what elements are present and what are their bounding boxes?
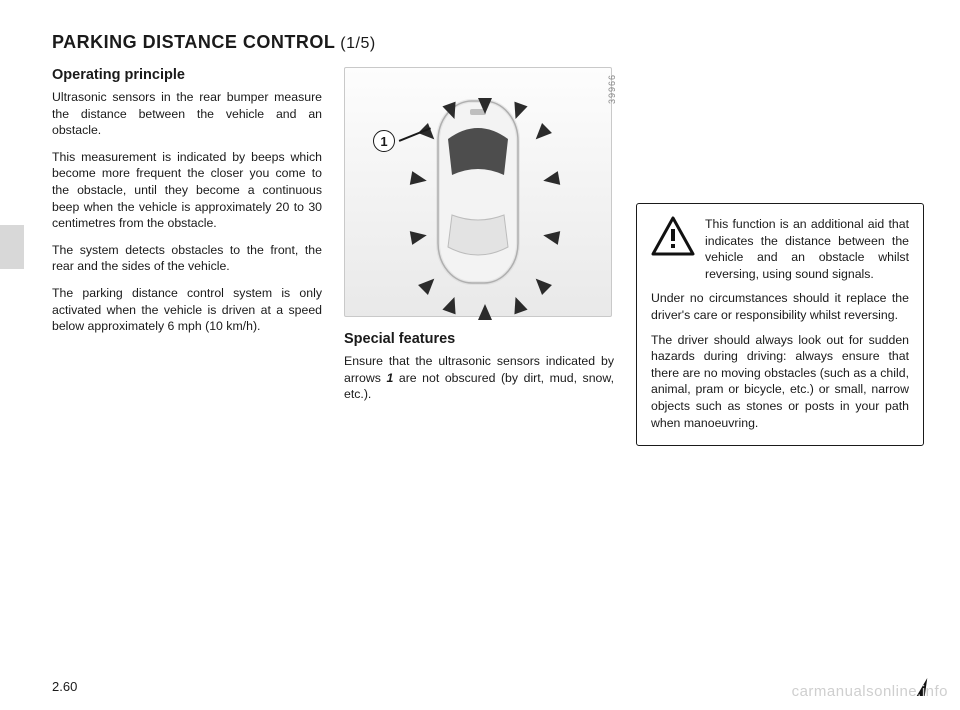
- content-columns: Operating principle Ultrasonic sensors i…: [52, 67, 924, 446]
- warning-first-row: This function is an additional aid that …: [651, 216, 909, 282]
- sensor-diagram: 39966 1: [344, 67, 612, 317]
- page-number: 2.60: [52, 679, 77, 694]
- operating-principle-p3: The system detects obstacles to the fron…: [52, 242, 322, 275]
- watermark: carmanualsonline.info: [792, 683, 948, 700]
- title-main: PARKING DISTANCE CONTROL: [52, 32, 335, 52]
- special-features-heading: Special features: [344, 331, 614, 347]
- page-title: PARKING DISTANCE CONTROL (1/5): [52, 32, 924, 53]
- warning-p3: The driver should always look out for su…: [651, 332, 909, 432]
- title-sub: (1/5): [335, 35, 375, 52]
- column-right: This function is an additional aid that …: [636, 67, 924, 446]
- operating-principle-p4: The parking distance control system is o…: [52, 285, 322, 335]
- warning-p1: This function is an additional aid that …: [705, 216, 909, 282]
- operating-principle-p1: Ultrasonic sensors in the rear bumper me…: [52, 89, 322, 139]
- callout-number: 1: [373, 130, 395, 152]
- figure-code: 39966: [607, 74, 617, 104]
- warning-icon: [651, 216, 695, 256]
- side-tab: [0, 225, 24, 269]
- callout-line: [399, 128, 431, 142]
- warning-box: This function is an additional aid that …: [636, 203, 924, 446]
- operating-principle-p2: This measurement is indicated by beeps w…: [52, 149, 322, 232]
- sensor-callout: 1: [373, 130, 433, 152]
- special-features-p1: Ensure that the ultrasonic sensors indic…: [344, 353, 614, 403]
- warning-p2: Under no circumstances should it replace…: [651, 290, 909, 323]
- car-icon: [432, 97, 524, 287]
- column-left: Operating principle Ultrasonic sensors i…: [52, 67, 322, 345]
- column-middle: 39966 1 Special features Ensure that the…: [344, 67, 614, 413]
- manual-page: PARKING DISTANCE CONTROL (1/5) Operating…: [0, 0, 960, 710]
- operating-principle-heading: Operating principle: [52, 67, 322, 83]
